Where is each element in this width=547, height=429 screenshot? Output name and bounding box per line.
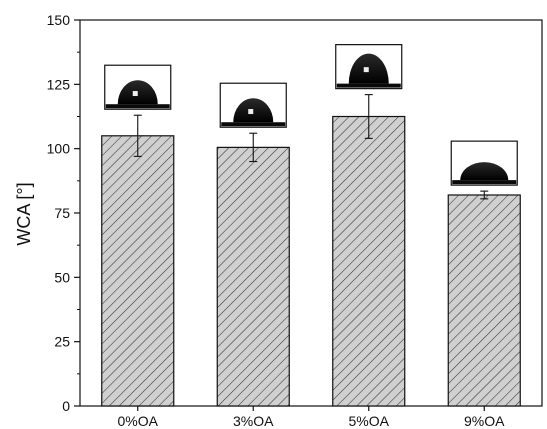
y-tick-label: 0 xyxy=(62,398,70,414)
x-tick-label-0%OA: 0%OA xyxy=(118,413,159,429)
y-tick-label: 75 xyxy=(54,205,70,221)
droplet-9%OA xyxy=(460,162,509,181)
droplet-highlight-5%OA xyxy=(363,67,369,73)
y-tick-label: 25 xyxy=(54,334,70,350)
x-tick-label-3%OA: 3%OA xyxy=(233,413,274,429)
x-tick-label-5%OA: 5%OA xyxy=(349,413,390,429)
substrate-3%OA xyxy=(221,122,286,127)
y-tick-label: 125 xyxy=(47,76,71,92)
y-tick-label: 100 xyxy=(47,141,71,157)
y-tick-label: 150 xyxy=(47,12,71,28)
substrate-5%OA xyxy=(336,83,401,88)
bar-0%OA xyxy=(101,135,175,407)
bar-5%OA xyxy=(332,115,406,407)
bar-9%OA xyxy=(447,194,521,407)
y-axis-label: WCA [°] xyxy=(14,182,34,245)
substrate-9%OA xyxy=(452,180,517,185)
substrate-0%OA xyxy=(105,104,170,109)
x-tick-label-9%OA: 9%OA xyxy=(464,413,505,429)
droplet-highlight-0%OA xyxy=(132,91,138,97)
droplet-highlight-3%OA xyxy=(248,109,254,115)
bar-3%OA xyxy=(216,146,290,407)
y-tick-label: 50 xyxy=(54,269,70,285)
